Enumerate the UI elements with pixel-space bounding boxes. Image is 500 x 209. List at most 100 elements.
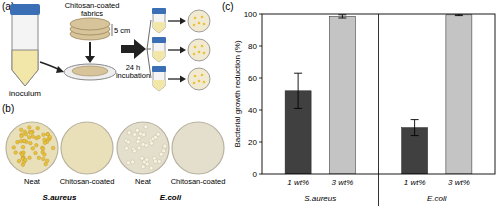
y-tick bbox=[259, 46, 262, 47]
tube-cap bbox=[10, 4, 40, 15]
colony bbox=[153, 159, 157, 163]
bar bbox=[446, 15, 472, 174]
plate bbox=[188, 68, 210, 90]
colony bbox=[41, 157, 45, 161]
colony bbox=[157, 159, 161, 163]
arrow bbox=[168, 78, 181, 79]
colony bbox=[201, 45, 204, 48]
dish-label: Chitosan-coated bbox=[171, 177, 226, 186]
fabric-disc bbox=[70, 18, 110, 30]
size-marker bbox=[112, 24, 113, 36]
colony bbox=[41, 146, 45, 150]
arrow-head bbox=[180, 76, 186, 83]
colony bbox=[136, 140, 140, 144]
y-tick-label: 80 bbox=[248, 42, 257, 51]
y-tick-label: 0 bbox=[253, 170, 258, 179]
colony bbox=[19, 128, 23, 132]
y-tick-label: 20 bbox=[248, 138, 257, 147]
branch bbox=[147, 49, 151, 50]
petri-dish bbox=[172, 122, 224, 174]
bar-label: 1 wt% bbox=[404, 178, 426, 187]
branch bbox=[147, 49, 151, 78]
colony bbox=[141, 142, 145, 146]
colony bbox=[22, 139, 26, 143]
tube-cap bbox=[152, 8, 166, 14]
size-label: 5 cm bbox=[114, 26, 130, 35]
branch bbox=[147, 20, 151, 49]
dish-label: Neat bbox=[135, 177, 152, 186]
colony bbox=[135, 128, 139, 132]
petri-dish bbox=[64, 64, 116, 80]
bar-label: 3 wt% bbox=[448, 178, 470, 187]
step-label: incubation bbox=[116, 71, 150, 80]
colony bbox=[28, 126, 32, 130]
tube bbox=[153, 13, 165, 33]
colony bbox=[194, 75, 197, 78]
colony bbox=[137, 146, 141, 150]
y-tick bbox=[259, 174, 262, 175]
y-tick-label: 60 bbox=[248, 74, 257, 83]
error-cap bbox=[338, 18, 346, 19]
inoculum-liquid bbox=[12, 50, 38, 86]
colony bbox=[142, 133, 146, 137]
plate bbox=[188, 10, 210, 32]
colony bbox=[163, 144, 167, 148]
error-cap bbox=[294, 108, 302, 109]
arrow-head bbox=[56, 66, 64, 73]
panel-a: (a)inoculumChitosan-coatedfabrics5 cm24 … bbox=[2, 1, 210, 98]
y-tick bbox=[259, 142, 262, 143]
y-tick bbox=[259, 78, 262, 79]
error-line bbox=[298, 73, 299, 108]
tube-liquid bbox=[153, 51, 165, 62]
colony bbox=[194, 17, 197, 20]
colony bbox=[35, 143, 39, 147]
colony bbox=[44, 162, 48, 166]
tube-liquid bbox=[153, 22, 165, 33]
colony bbox=[127, 131, 131, 135]
colony bbox=[127, 130, 131, 134]
colony bbox=[198, 51, 201, 54]
colony bbox=[144, 125, 148, 129]
figure: (a)inoculumChitosan-coatedfabrics5 cm24 … bbox=[0, 0, 500, 209]
colony bbox=[126, 140, 130, 144]
colony bbox=[194, 46, 197, 49]
colony bbox=[45, 159, 49, 163]
colony bbox=[28, 156, 32, 160]
arrow-head bbox=[180, 47, 186, 54]
colony bbox=[150, 141, 154, 145]
colony bbox=[43, 141, 47, 145]
colony bbox=[43, 153, 47, 157]
error-cap bbox=[411, 119, 419, 120]
plate bbox=[188, 39, 210, 61]
colony bbox=[141, 165, 145, 169]
colony bbox=[133, 132, 137, 136]
colony bbox=[125, 146, 129, 150]
colony bbox=[20, 134, 24, 138]
tube-liquid bbox=[153, 80, 165, 91]
tube-cap bbox=[152, 37, 166, 43]
tube bbox=[12, 14, 38, 86]
error-cap bbox=[294, 73, 302, 74]
arrow-head bbox=[180, 18, 186, 25]
y-tick-label: 40 bbox=[248, 106, 257, 115]
colony bbox=[46, 132, 50, 136]
dish-label: Neat bbox=[24, 177, 41, 186]
colony bbox=[24, 132, 28, 136]
colony bbox=[31, 147, 35, 151]
colony bbox=[133, 149, 137, 153]
colony bbox=[29, 141, 33, 145]
colony bbox=[20, 153, 24, 157]
organism-label: E.coli bbox=[160, 193, 182, 202]
colony bbox=[34, 151, 38, 155]
y-tick bbox=[259, 110, 262, 111]
colony bbox=[140, 156, 144, 160]
arrow bbox=[168, 49, 181, 50]
colony bbox=[153, 135, 157, 139]
colony bbox=[149, 166, 153, 170]
tube-cap bbox=[152, 66, 166, 72]
arrow bbox=[168, 20, 181, 21]
error-line bbox=[414, 120, 415, 136]
arrow bbox=[89, 42, 91, 58]
colony bbox=[19, 139, 23, 143]
colony bbox=[46, 132, 50, 136]
